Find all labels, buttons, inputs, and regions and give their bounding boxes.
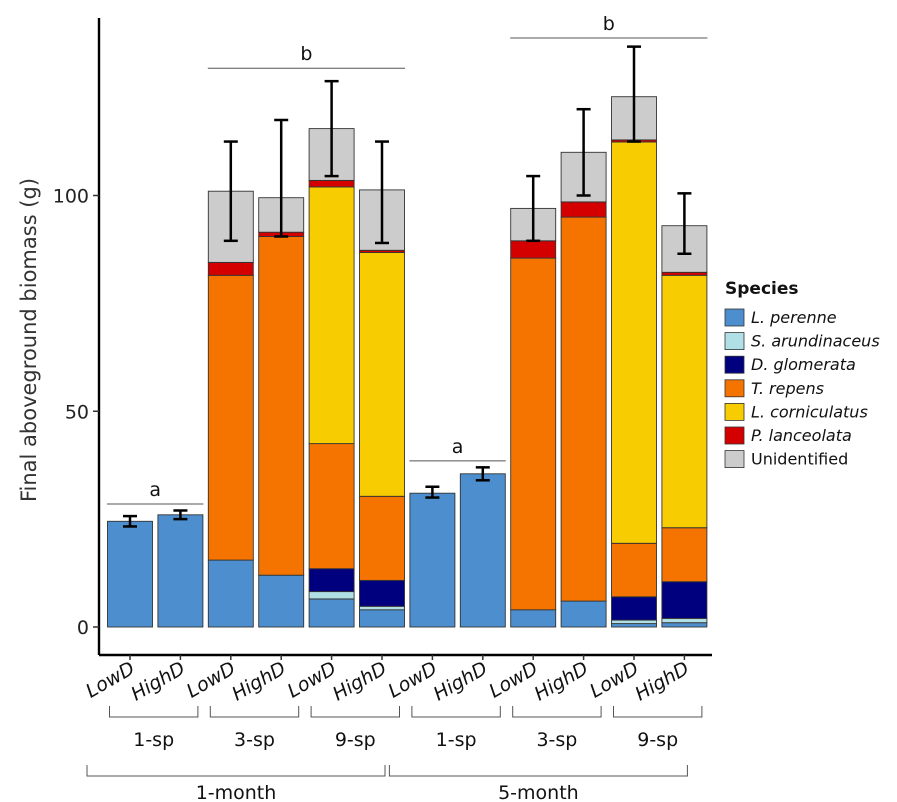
legend-swatch [724,450,745,469]
group-bracket [109,706,199,718]
bar-segment [661,274,708,529]
x-category-label: HighD [430,657,492,705]
legend-swatch [724,308,745,327]
group-bracket [411,706,501,718]
group-label: 9-sp [637,729,678,751]
bar-segment [359,252,405,497]
x-category-labels: LowDHighDLowDHighDLowDHighDLowDHighDLowD… [82,657,693,705]
legend-label: L. corniculatus [751,402,868,421]
bar-segment [560,216,607,602]
significance-letter: a [149,479,161,501]
x-category-label: LowD [82,657,138,702]
x-category-label: LowD [183,657,239,702]
supergroup-bracket [86,765,386,777]
bar-segment [611,542,657,598]
bar-segment [661,617,708,624]
legend-label: T. repens [751,379,824,398]
legend-label: D. glomerata [751,355,856,374]
x-category-label: LowD [284,657,340,702]
x-category-label: LowD [485,657,541,702]
x-category-label: LowD [586,657,642,702]
legend-swatch [724,332,745,351]
x-category-label: LowD [385,657,441,702]
bar-segment [207,261,254,276]
bar-segment [611,619,657,625]
x-category-label: HighD [228,657,290,705]
bar-segment [258,574,305,628]
bar-segment [157,514,204,628]
bar-segment [308,591,355,600]
supergroup-bracket [388,765,688,777]
x-category-label: HighD [127,657,189,705]
bar-segment [308,568,355,593]
significance-letter: b [603,13,615,35]
bar-segment [661,527,708,583]
bar-segment [359,609,405,628]
bar-segment [409,492,456,628]
bar-segment [611,596,657,621]
legend-label: S. arundinaceus [751,332,880,351]
x-category-label: HighD [329,657,391,705]
y-tick-label: 0 [77,617,89,639]
bar-segment [359,605,405,611]
group-bracket [310,706,400,718]
supergroup-label: 5-month [498,782,579,802]
x-category-label: HighD [631,657,693,705]
bars-layer [107,96,708,628]
y-axis-label: Final aboveground biomass (g) [17,178,41,502]
y-tick-label: 50 [65,401,89,423]
legend-label: Unidentified [751,450,848,469]
bar-segment [308,443,355,570]
legend-swatch [724,426,745,445]
bar-segment [107,520,153,628]
legend-swatch [724,379,745,398]
legend-label: P. lanceolata [751,426,852,445]
bar-segment [560,201,607,218]
group-label: 3-sp [536,729,577,751]
bar-segment [560,600,607,628]
group-label: 1-sp [436,729,477,751]
bar-segment [510,609,557,628]
bar-segment [308,186,355,445]
significance-layer: a b a b [107,13,708,505]
bar-segment [308,179,355,188]
bar-segment [510,257,557,611]
legend-label: L. perenne [751,308,837,327]
axes-layer: 0 50 100 [53,18,712,660]
significance-letter: b [300,43,312,65]
legend-title: Species [725,279,799,299]
bar-segment [258,236,305,576]
bar-segment [207,559,254,628]
bar-segment [611,141,657,544]
legend: Species L. perenne S. arundinaceus D. glome… [724,279,880,469]
group-label: 3-sp [234,729,275,751]
legend-swatch [724,402,745,421]
bar-segment [459,473,506,628]
bar-segment [359,495,405,581]
bar-segment [661,622,708,628]
bar-segment [207,274,254,561]
significance-letter: a [452,436,464,458]
bar-segment [661,581,708,619]
group-label: 1-sp [133,729,174,751]
bar-segment [308,598,355,628]
group-label: 9-sp [335,729,376,751]
error-bars-layer [123,45,692,528]
legend-swatch [724,355,745,374]
x-category-label: HighD [531,657,593,705]
y-tick-label: 100 [53,186,89,208]
group-bracket [512,706,602,718]
bar-segment [510,240,557,259]
bar-segment [359,579,405,607]
group-bracket [613,706,703,718]
group-bracket [209,706,300,718]
supergroup-label: 1-month [196,782,277,802]
group-brackets: 1-sp 3-sp 9-sp 1-sp 3-sp 9-sp 1-month 5-month [86,706,703,802]
